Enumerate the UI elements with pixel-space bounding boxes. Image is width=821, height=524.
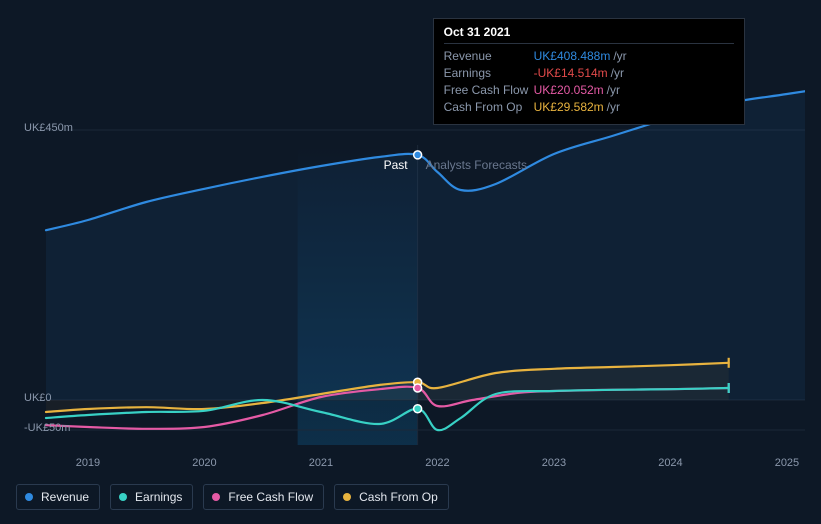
tooltip-row: Earnings-UK£14.514m/yr — [444, 65, 734, 82]
tooltip-row: Cash From OpUK£29.582m/yr — [444, 99, 734, 116]
tooltip-row: Free Cash FlowUK£20.052m/yr — [444, 82, 734, 99]
tooltip-row-label: Earnings — [444, 65, 534, 82]
chart-legend: Revenue Earnings Free Cash Flow Cash From O… — [16, 484, 449, 510]
legend-label: Earnings — [135, 490, 182, 504]
legend-label: Free Cash Flow — [228, 490, 313, 504]
forecast-label: Analysts Forecasts — [426, 158, 527, 172]
tooltip-row-unit: /yr — [607, 82, 620, 99]
legend-label: Revenue — [41, 490, 89, 504]
tooltip-row-value: -UK£14.514m — [534, 65, 608, 82]
tooltip-row-unit: /yr — [607, 99, 620, 116]
legend-item-cash_from_op[interactable]: Cash From Op — [334, 484, 449, 510]
tooltip-row: RevenueUK£408.488m/yr — [444, 48, 734, 65]
tooltip-row-unit: /yr — [611, 65, 624, 82]
legend-item-revenue[interactable]: Revenue — [16, 484, 100, 510]
legend-label: Cash From Op — [359, 490, 438, 504]
tooltip-row-label: Free Cash Flow — [444, 82, 534, 99]
x-axis-label: 2025 — [775, 457, 799, 469]
tooltip-date: Oct 31 2021 — [444, 25, 734, 44]
tooltip-row-unit: /yr — [613, 48, 626, 65]
y-axis-label: -UK£50m — [24, 422, 70, 434]
chart-tooltip: Oct 31 2021 RevenueUK£408.488m/yrEarning… — [433, 18, 745, 125]
legend-item-free_cash_flow[interactable]: Free Cash Flow — [203, 484, 324, 510]
x-axis-label: 2023 — [542, 457, 566, 469]
tooltip-row-value: UK£408.488m — [534, 48, 611, 65]
x-axis-label: 2019 — [76, 457, 100, 469]
x-axis-label: 2021 — [309, 457, 333, 469]
x-axis-label: 2022 — [425, 457, 449, 469]
tooltip-row-label: Cash From Op — [444, 99, 534, 116]
legend-dot-icon — [119, 493, 127, 501]
tooltip-row-label: Revenue — [444, 48, 534, 65]
legend-item-earnings[interactable]: Earnings — [110, 484, 193, 510]
legend-dot-icon — [212, 493, 220, 501]
tooltip-row-value: UK£20.052m — [534, 82, 604, 99]
past-label: Past — [384, 158, 408, 172]
tooltip-row-value: UK£29.582m — [534, 99, 604, 116]
legend-dot-icon — [25, 493, 33, 501]
y-axis-label: UK£450m — [24, 122, 73, 134]
y-axis-label: UK£0 — [24, 392, 52, 404]
x-axis-label: 2024 — [658, 457, 682, 469]
x-axis-label: 2020 — [192, 457, 216, 469]
legend-dot-icon — [343, 493, 351, 501]
